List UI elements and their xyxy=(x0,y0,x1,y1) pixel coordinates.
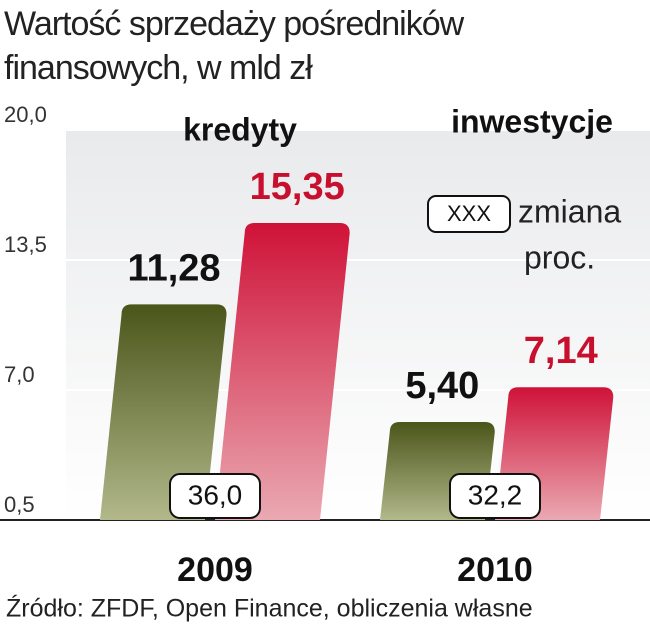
legend-label: inwestycje xyxy=(451,103,613,139)
value-label: 11,28 xyxy=(128,247,221,289)
bar xyxy=(100,304,227,520)
x-tick-label: 2010 xyxy=(457,551,533,589)
bar xyxy=(215,223,350,520)
y-tick-label: 13,5 xyxy=(4,232,47,257)
y-tick-label: 20,0 xyxy=(4,102,47,127)
legend-note-sample: XXX xyxy=(447,201,491,226)
y-tick-label: 0,5 xyxy=(4,492,35,517)
value-label: 5,40 xyxy=(405,365,479,407)
change-label: 32,2 xyxy=(468,479,523,510)
value-label: 7,14 xyxy=(524,330,598,372)
legend-note-label: zmiana xyxy=(518,193,621,229)
value-label: 15,35 xyxy=(250,166,345,208)
legend-note-label: proc. xyxy=(524,239,595,275)
chart-title: Wartość sprzedaży pośredników finansowyc… xyxy=(4,5,464,87)
source: Źródło: ZFDF, Open Finance, obliczenia w… xyxy=(6,594,533,623)
change-label: 36,0 xyxy=(188,479,243,510)
change-box xyxy=(449,473,541,519)
legend-label: kredyty xyxy=(183,111,297,147)
x-tick-label: 2009 xyxy=(177,551,253,589)
legend-note-box xyxy=(427,195,511,233)
change-box xyxy=(169,473,261,519)
y-tick-label: 7,0 xyxy=(4,362,35,387)
